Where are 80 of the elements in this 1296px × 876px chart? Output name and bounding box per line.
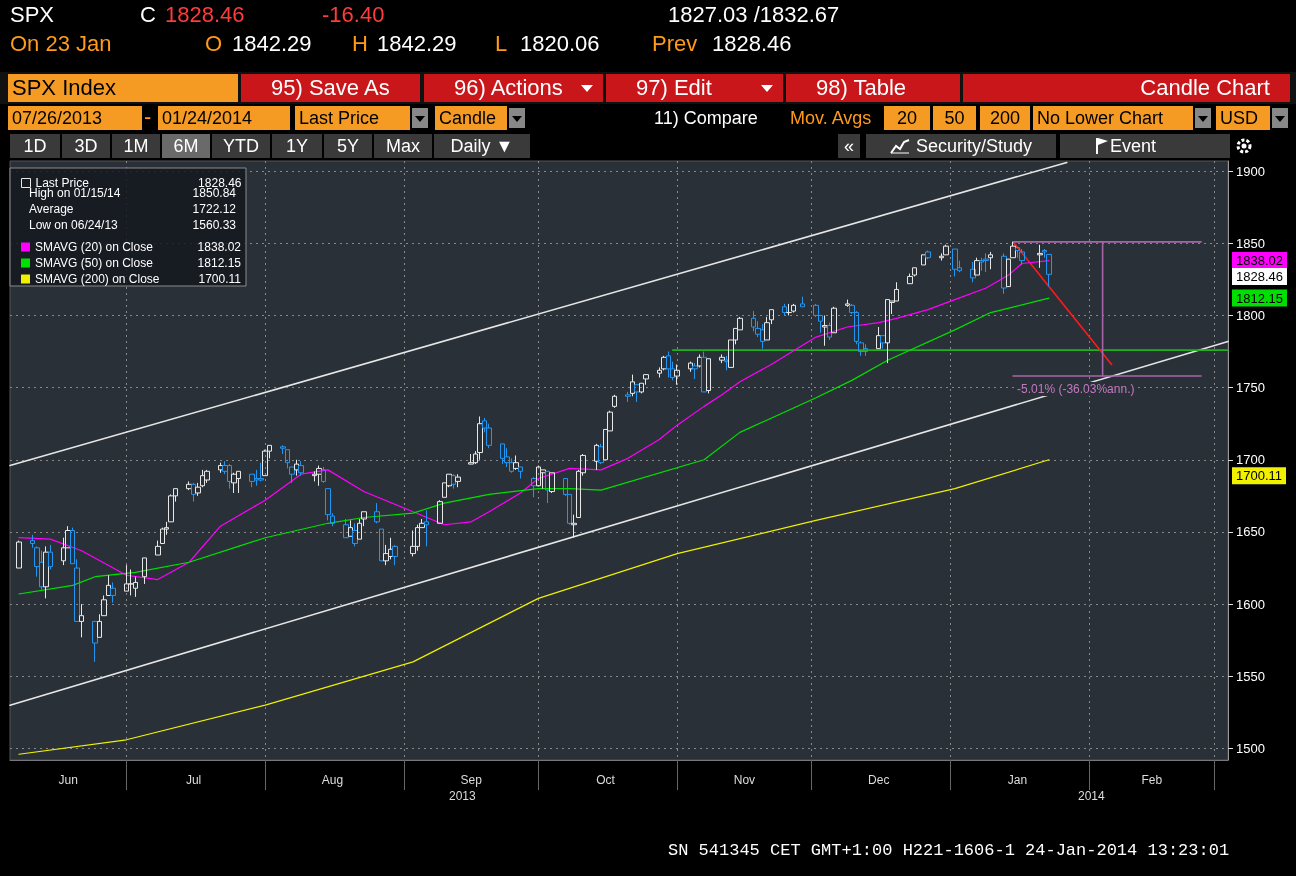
text: 1828.46 bbox=[165, 2, 245, 27]
y-tick-label: 1500 bbox=[1236, 740, 1265, 756]
text: 1M bbox=[112, 134, 160, 158]
text: 1842.29 bbox=[377, 31, 457, 56]
y-tick-label: 1750 bbox=[1236, 380, 1265, 396]
text: Event bbox=[1060, 134, 1230, 158]
text: 11) Compare bbox=[650, 106, 760, 130]
text: On 23 Jan bbox=[10, 31, 112, 56]
x-tick-label: Aug bbox=[321, 773, 344, 787]
text: 20 bbox=[884, 106, 930, 130]
y-tick-label: 1800 bbox=[1236, 307, 1265, 323]
text: Prev bbox=[652, 31, 698, 56]
x-tick-label: Jun bbox=[58, 773, 78, 787]
y-tick-label: 1900 bbox=[1236, 163, 1265, 179]
chart-title: SPX Index bbox=[8, 74, 238, 102]
text: Security/Study bbox=[866, 134, 1056, 158]
text: H bbox=[352, 31, 368, 56]
y-tick-label: 1650 bbox=[1236, 524, 1265, 540]
text: Mov. Avgs bbox=[786, 106, 880, 130]
annotation: -5.01% (-36.03%ann.) bbox=[1017, 382, 1135, 397]
x-tick-label: Sep bbox=[460, 773, 483, 787]
text: 2014 bbox=[1078, 789, 1105, 803]
text: 6M bbox=[162, 134, 210, 158]
legend-label: SMAVG (50) on Close bbox=[35, 256, 154, 270]
text: -16.40 bbox=[322, 2, 385, 27]
text: 1820.06 bbox=[520, 31, 600, 56]
text: 5Y bbox=[324, 134, 372, 158]
text: 1700.11 bbox=[1236, 468, 1283, 484]
y-tick-label: 1550 bbox=[1236, 668, 1265, 684]
text: 1D bbox=[10, 134, 60, 158]
text: 1842.29 bbox=[232, 31, 312, 56]
annotation: 1722.12 bbox=[192, 202, 237, 216]
y-tick-label: 1700 bbox=[1236, 452, 1265, 468]
text: 1828.46 bbox=[712, 31, 792, 56]
text: No Lower Chart bbox=[1033, 106, 1193, 130]
text: 200 bbox=[980, 106, 1030, 130]
text: 2013 bbox=[449, 789, 476, 803]
annotation: Low on 06/24/13 bbox=[29, 218, 119, 232]
y-tick-label: 1600 bbox=[1236, 596, 1265, 612]
text: 1838.02 bbox=[1236, 253, 1283, 269]
text: Last Price bbox=[295, 106, 410, 130]
x-tick-label: Dec bbox=[868, 773, 890, 787]
text: SPX bbox=[10, 2, 55, 27]
text: 01/24/2014 bbox=[158, 106, 290, 130]
text: 98) Table bbox=[786, 74, 960, 102]
text: Max bbox=[374, 134, 432, 158]
annotation: 1838.02 bbox=[197, 240, 242, 254]
x-tick-label: Oct bbox=[596, 773, 616, 787]
text: SN 541345 CET GMT+1:00 H221-1606-1 24-Jan-2014 13:23:01 bbox=[668, 841, 1230, 860]
text: 1812.15 bbox=[1236, 290, 1283, 306]
annotation: 1560.33 bbox=[192, 218, 237, 232]
text: « bbox=[838, 134, 860, 158]
legend-label: SMAVG (20) on Close bbox=[35, 240, 154, 254]
y-tick-label: 1850 bbox=[1236, 235, 1265, 251]
x-tick-label: Jul bbox=[185, 773, 202, 787]
x-tick-label: Jan bbox=[1007, 773, 1028, 787]
text: 97) Edit bbox=[606, 74, 783, 102]
text: 07/26/2013 bbox=[8, 106, 142, 130]
text: 1828.46 bbox=[1236, 269, 1283, 285]
annotation: 1700.11 bbox=[198, 272, 242, 286]
text: C bbox=[140, 2, 156, 27]
text: O bbox=[205, 31, 223, 56]
x-tick-label: Feb bbox=[1141, 773, 1163, 787]
text: 1Y bbox=[272, 134, 322, 158]
text: 50 bbox=[933, 106, 976, 130]
text: Daily ▼ bbox=[434, 134, 530, 158]
annotation: 1812.15 bbox=[197, 256, 242, 270]
x-tick-label: Nov bbox=[733, 773, 756, 787]
text: 95) Save As bbox=[241, 74, 420, 102]
text: 3D bbox=[62, 134, 110, 158]
annotation: Average bbox=[29, 202, 74, 216]
text: 1827.03 /1832.67 bbox=[668, 2, 840, 27]
text: USD bbox=[1216, 106, 1270, 130]
text: Candle bbox=[435, 106, 507, 130]
text: 96) Actions bbox=[424, 74, 603, 102]
legend-label: SMAVG (200) on Close bbox=[35, 272, 160, 286]
text: - bbox=[144, 104, 152, 129]
text: Candle Chart bbox=[963, 74, 1290, 102]
text: YTD bbox=[212, 134, 270, 158]
text: L bbox=[495, 31, 508, 56]
